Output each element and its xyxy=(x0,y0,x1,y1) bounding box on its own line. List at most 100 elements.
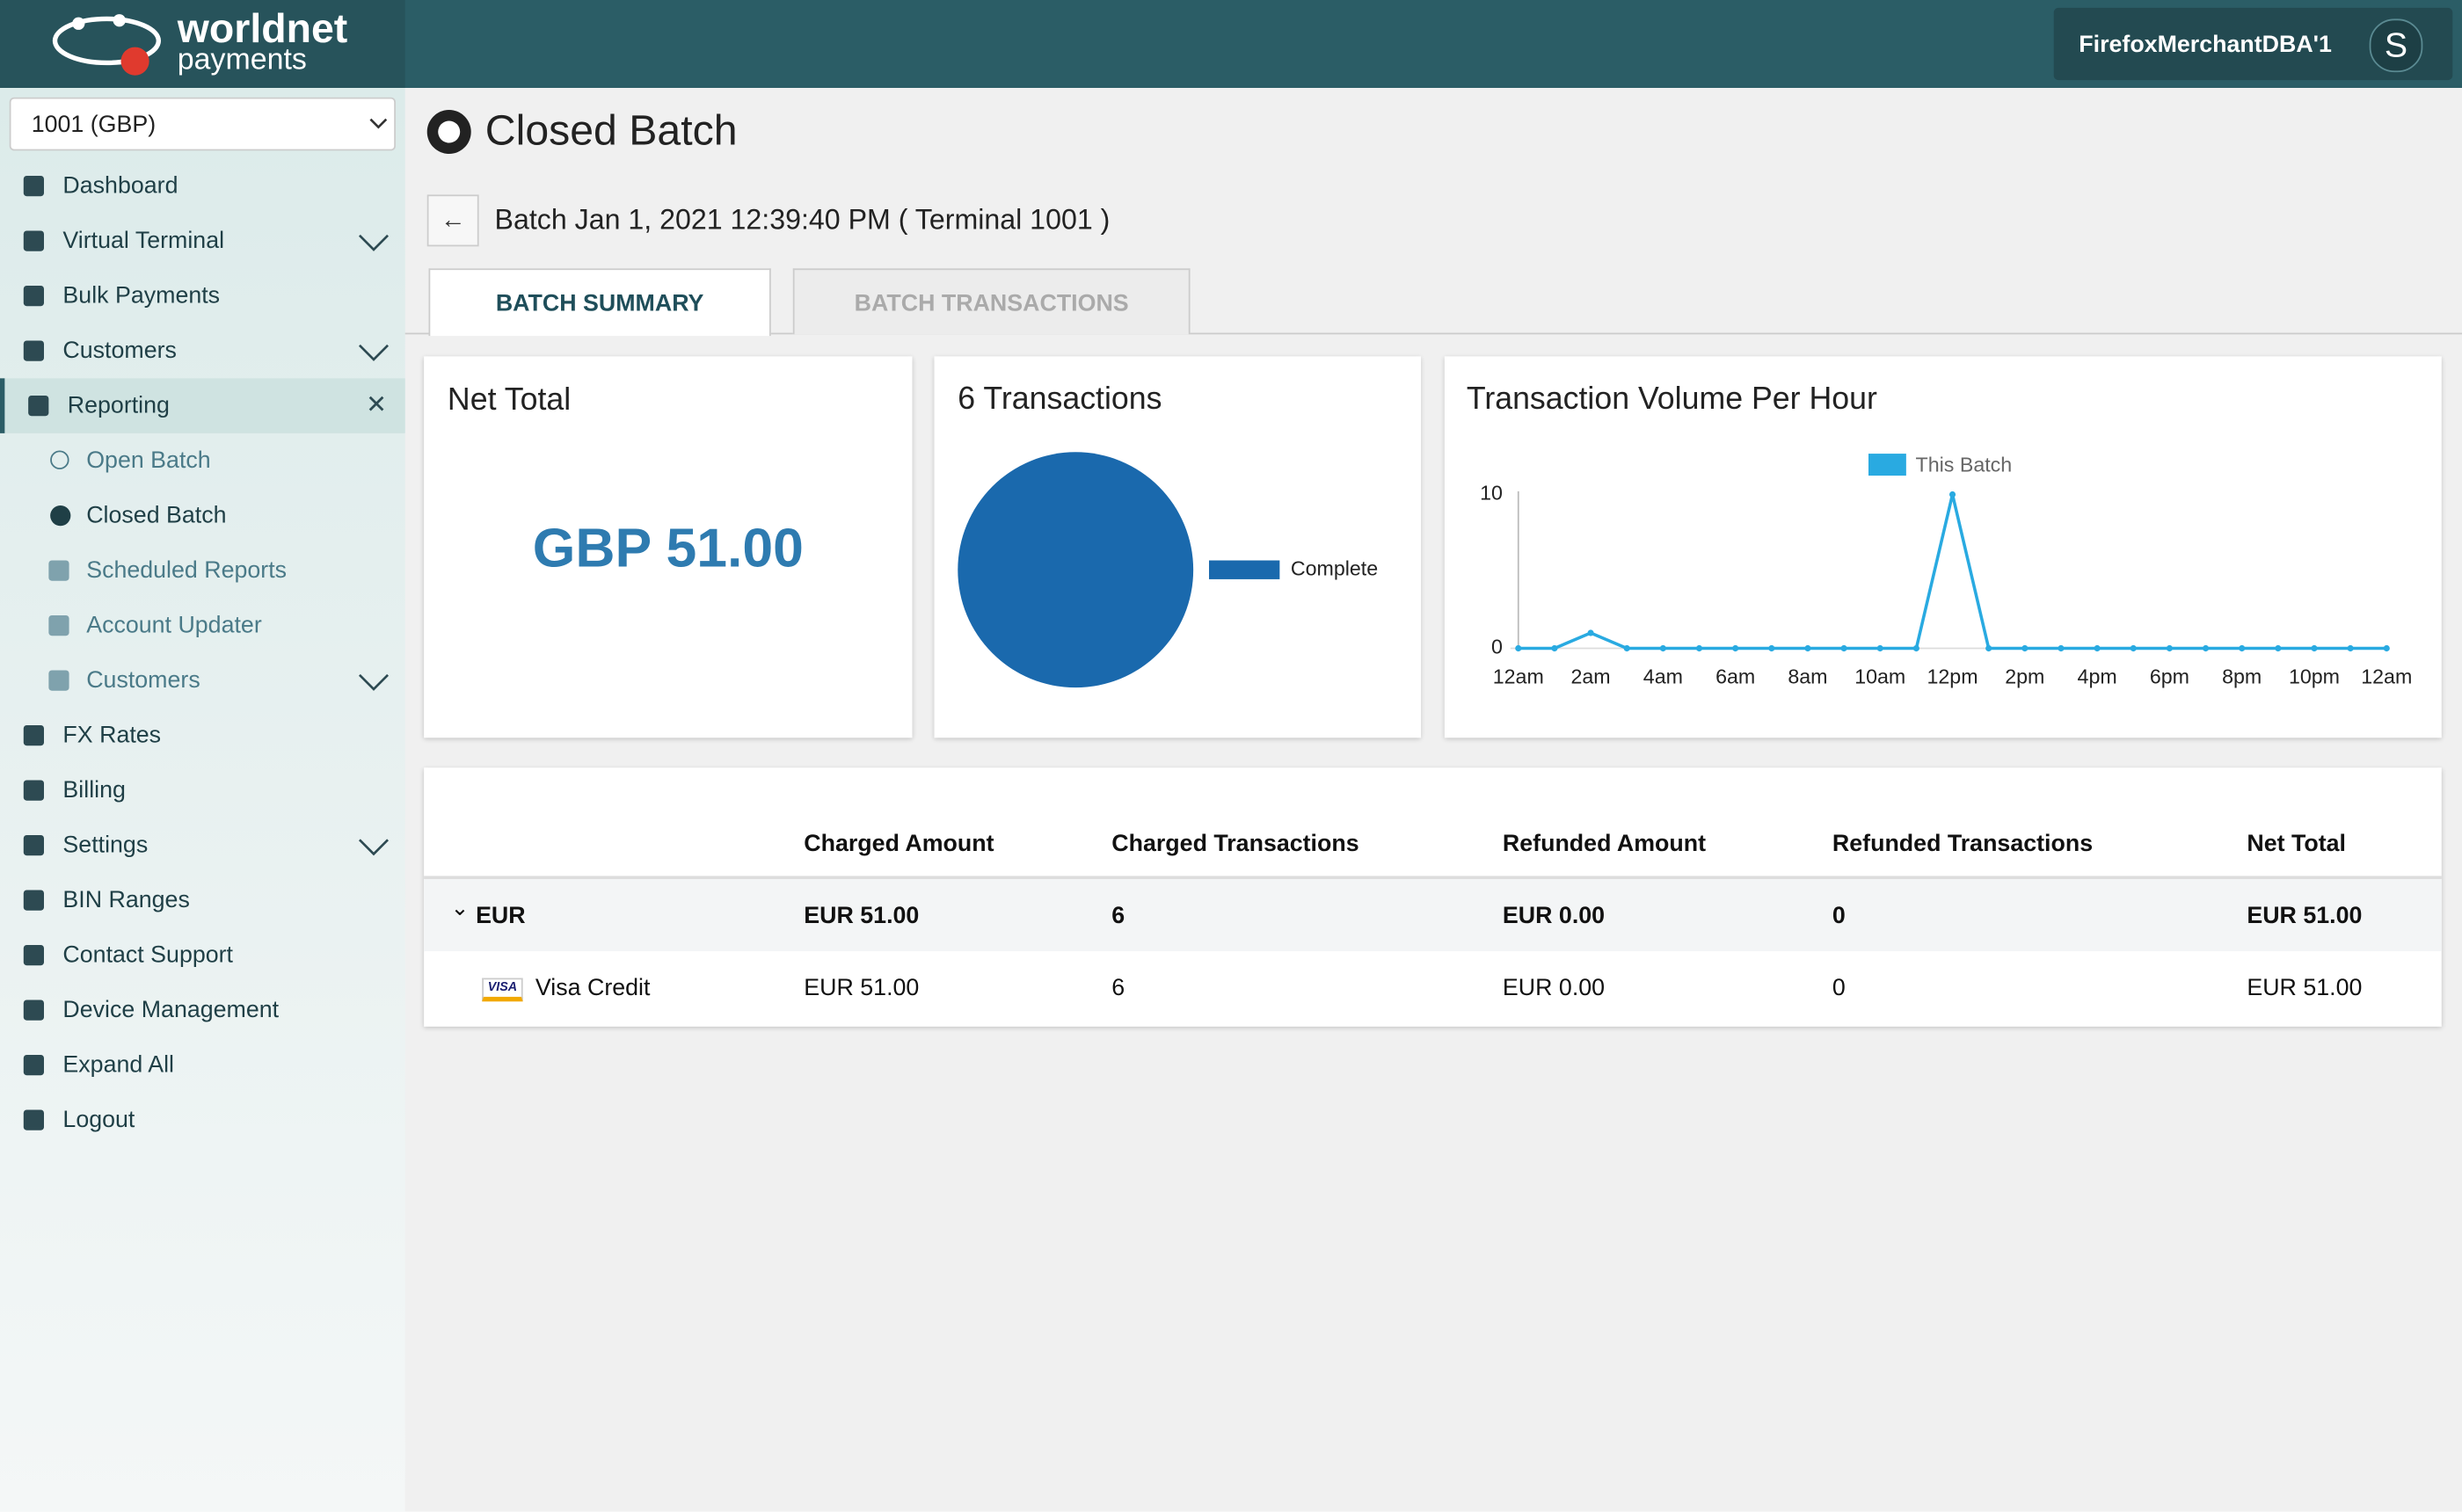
chevron-path xyxy=(358,673,390,691)
nav-item[interactable]: Settings xyxy=(0,818,405,872)
icon xyxy=(23,944,44,966)
nav-item[interactable]: Closed Batch xyxy=(0,488,405,542)
tab[interactable]: BATCH SUMMARY xyxy=(428,268,771,337)
point xyxy=(1985,644,1992,652)
nav-label: FX Rates xyxy=(62,722,162,749)
cell: EUR 0.00 xyxy=(1502,974,1606,1002)
point xyxy=(2094,644,2101,652)
nav-item[interactable]: Device Management xyxy=(0,983,405,1037)
point xyxy=(2166,644,2173,652)
x-tick-label: 6pm xyxy=(2150,665,2189,688)
logo-mark xyxy=(52,14,162,76)
avatar: S xyxy=(2369,18,2423,73)
x-tick-label: 2am xyxy=(1571,665,1611,688)
icon xyxy=(23,1109,44,1130)
icon xyxy=(48,670,69,691)
nav-item[interactable]: Dashboard xyxy=(0,158,405,213)
nav-item[interactable]: Open Batch xyxy=(0,433,405,488)
icon xyxy=(50,450,69,469)
chevron xyxy=(358,839,390,856)
cell: 6 xyxy=(1111,974,1125,1002)
nav-label: Virtual Terminal xyxy=(62,227,225,255)
line-card: Transaction Volume Per Hour 0 10 12am 2am 4am… xyxy=(1444,356,2442,738)
nav-item[interactable]: Customers xyxy=(0,323,405,378)
chevron xyxy=(358,234,390,251)
cell: EUR 0.00 xyxy=(1502,902,1606,930)
logo[interactable]: worldnet payments xyxy=(0,0,405,88)
point xyxy=(1623,644,1630,652)
point xyxy=(1768,644,1775,652)
x-tick-label: 6am xyxy=(1715,665,1755,688)
nav-item[interactable]: Billing xyxy=(0,763,405,818)
line-chart: Transaction Volume Per Hour 0 10 12am 2am 4am… xyxy=(1467,381,2412,688)
pie-chart: 6 Transactions Complete xyxy=(958,381,1378,688)
chart-title: 6 Transactions xyxy=(958,381,1162,416)
card-title: Net Total xyxy=(447,382,572,418)
y-tick-label: 10 xyxy=(1480,482,1503,505)
nav-item[interactable]: Bulk Payments xyxy=(0,268,405,323)
nav-item[interactable]: Reporting ✕ xyxy=(0,378,405,433)
chevron xyxy=(358,673,390,691)
nav-item[interactable]: Contact Support xyxy=(0,927,405,982)
chevron xyxy=(369,118,388,129)
nav-label: Logout xyxy=(62,1106,135,1134)
nav-item[interactable]: Scheduled Reports xyxy=(0,543,405,598)
legend-label: Complete xyxy=(1291,556,1378,579)
nav-label: Billing xyxy=(62,776,126,804)
account: 1001 (GBP) xyxy=(31,111,157,139)
point xyxy=(2202,644,2210,652)
nav-label: Bulk Payments xyxy=(62,282,221,309)
nav-label: Dashboard xyxy=(62,172,178,200)
nav-item[interactable]: FX Rates xyxy=(0,708,405,762)
nav-item[interactable]: Virtual Terminal xyxy=(0,214,405,268)
x-tick-label: 2pm xyxy=(2005,665,2044,688)
logo-bottom: payments xyxy=(177,43,307,77)
point xyxy=(2021,644,2029,652)
nav-label: Reporting xyxy=(67,392,170,419)
nav-item[interactable]: Customers xyxy=(0,653,405,708)
icon xyxy=(48,614,69,636)
group-row[interactable]: ⌄ EUR EUR 51.00 6 EUR 0.00 0 EUR 51.00 xyxy=(424,878,2442,952)
column-header: Charged Amount xyxy=(804,830,994,857)
nav-item[interactable]: Expand All xyxy=(0,1037,405,1092)
batch-label: Batch Jan 1, 2021 12:39:40 PM ( Terminal… xyxy=(494,204,1111,236)
cell: EUR xyxy=(476,902,526,930)
top-bar xyxy=(0,0,2462,88)
point xyxy=(1876,644,1883,652)
nav-label: Account Updater xyxy=(86,612,262,639)
account-select[interactable]: 1001 (GBP) xyxy=(9,97,396,151)
column-header: Charged Transactions xyxy=(1111,830,1359,857)
pie-card: 6 Transactions Complete xyxy=(934,356,1422,738)
page-icon xyxy=(426,109,471,154)
tab-line xyxy=(404,332,2462,335)
nav-item[interactable]: Logout xyxy=(0,1093,405,1147)
chart-title: Transaction Volume Per Hour xyxy=(1467,381,1877,416)
point xyxy=(1732,644,1739,652)
user-name: FirefoxMerchantDBA'1 xyxy=(2079,31,2332,59)
chevron-path xyxy=(358,234,390,251)
sidebar: 1001 (GBP) Dashboard Virtual Terminal Bulk… xyxy=(0,87,405,1512)
nav-label: Closed Batch xyxy=(86,502,227,529)
point xyxy=(1695,644,1703,652)
page-title: Closed Batch xyxy=(484,106,738,154)
tab[interactable]: BATCH TRANSACTIONS xyxy=(792,268,1191,335)
icon xyxy=(28,395,49,417)
header-rule xyxy=(424,876,2442,879)
back-button[interactable]: ← xyxy=(426,194,479,247)
cell: 6 xyxy=(1111,902,1125,930)
icon xyxy=(23,340,44,361)
x-tick-label: 4am xyxy=(1643,665,1683,688)
column-header: Net Total xyxy=(2247,830,2346,857)
x-tick-label: 12pm xyxy=(1927,665,1978,688)
point xyxy=(2130,644,2137,652)
point xyxy=(1587,629,1594,636)
close[interactable]: ✕ xyxy=(366,392,388,419)
point xyxy=(2239,644,2246,652)
user-menu[interactable]: FirefoxMerchantDBA'1 S xyxy=(2053,7,2453,81)
nav-item[interactable]: BIN Ranges xyxy=(0,873,405,927)
point xyxy=(2058,644,2065,652)
nav-item[interactable]: Account Updater xyxy=(0,598,405,652)
icon xyxy=(23,1000,44,1021)
